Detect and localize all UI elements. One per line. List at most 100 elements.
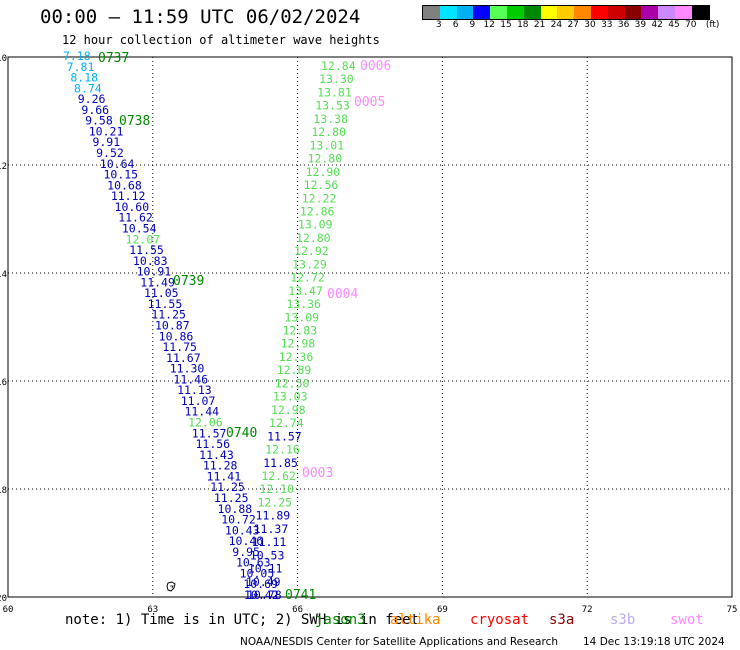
swh-value: 9.91 [92,135,120,149]
swh-value: 11.37 [254,522,289,536]
longitude-label: 60 [3,605,14,615]
swh-value: 10.69 [243,577,278,591]
swh-value: 10.64 [100,157,135,171]
swh-value: 11.12 [111,189,146,203]
swh-value: 11.57 [267,429,302,443]
colorbar-swatch [490,6,507,19]
swh-value: 12.36 [279,350,314,364]
swh-value: 11.67 [166,351,201,365]
swh-value: 7.18 [63,49,91,63]
swh-value: 10.86 [159,329,194,343]
swh-value: 12.80 [308,152,343,166]
colorbar-tick: (ft) [705,20,720,30]
colorbar-swatch [624,6,642,19]
swh-value: 11.30 [170,362,205,376]
colorbar-swatch [607,6,625,19]
colorbar-swatch [423,6,440,19]
swh-value: 10.88 [218,502,253,516]
colorbar-swatch [658,6,675,19]
swh-value: 13.53 [315,99,350,113]
longitude-label: 75 [727,605,738,615]
pass-time-label: 0741 [285,588,316,603]
swh-value: 12.86 [300,204,335,218]
swh-value: 11.49 [140,275,175,289]
longitude-label: 66 [292,605,303,615]
swh-value: 10.21 [89,124,124,138]
swh-value: 10.49 [246,575,281,589]
swh-value: 11.89 [256,509,291,523]
latitude-label: -12 [0,162,7,172]
colorbar-tick: 21 [533,20,546,30]
swh-value: 10.11 [248,562,283,576]
generated-timestamp: 14 Dec 13:19:18 UTC 2024 [583,636,725,648]
swh-value: 11.25 [151,308,186,322]
pass-time-label: 0738 [119,114,150,129]
colorbar-tick: 18 [517,20,529,30]
colorbar-swatch [674,6,692,19]
swh-value: 12.92 [294,244,329,258]
swh-value: 11.62 [118,211,153,225]
colorbar-tick: 70 [685,20,697,30]
swh-value: 10.83 [133,254,168,268]
credit-text: NOAA/NESDIS Center for Satellite Applica… [240,636,558,648]
pass-time-label: 0737 [98,51,129,66]
swh-value: 10.53 [250,548,285,562]
satellite-legend-item: swot [670,612,704,628]
swh-value: 12.62 [261,469,296,483]
pass-time-label: 0005 [354,95,385,110]
pass-time-label: 0006 [360,59,391,74]
swh-value: 10.60 [115,200,150,214]
swh-value: 10.87 [155,319,190,333]
pass-time-label: 0739 [173,274,204,289]
swh-value: 11.43 [199,448,234,462]
swh-value: 9.95 [232,545,260,559]
colorbar-swatch [641,6,659,19]
swh-value: 9.58 [85,114,113,128]
colorbar-swatch [540,6,558,19]
island-outline [170,585,174,589]
swh-value: 13.36 [286,297,321,311]
swh-value: 10.05 [240,566,275,580]
swh-value: 10.42 [244,588,279,602]
pass-time-label: 0004 [327,287,358,302]
colorbar-tick: 45 [668,20,680,30]
swh-value: 10.46 [229,534,264,548]
swh-value: 12.80 [311,125,346,139]
swh-value: 12.98 [271,403,306,417]
swh-value: 7.81 [67,60,95,74]
colorbar-tick: 9 [469,20,476,30]
swh-value: 8.74 [74,81,102,95]
colorbar-swatch [590,6,608,19]
swh-value: 11.05 [144,286,179,300]
swh-value: 10.78 [247,588,282,602]
swh-value: 13.01 [309,138,344,152]
swh-value: 9.66 [81,103,109,117]
colorbar-swatch [523,6,541,19]
swh-value: 13.09 [284,310,319,324]
swh-value: 10.72 [221,513,256,527]
pass-time-label: 0003 [302,466,333,481]
swh-value: 13.09 [298,218,333,232]
swh-value: 11.44 [184,405,219,419]
swh-value: 13.47 [288,284,323,298]
swh-value: 12.22 [302,191,337,205]
satellite-legend-item: jason3 [315,612,366,628]
colorbar-tick: 12 [483,20,495,30]
colorbar-tick: 30 [584,20,596,30]
swh-value: 12.80 [296,231,331,245]
map-subtitle: 12 hour collection of altimeter wave hei… [62,33,380,47]
satellite-legend-item: cryosat [470,612,530,628]
latitude-label: -16 [0,378,7,388]
swh-value: 12.83 [283,324,318,338]
longitude-label: 72 [582,605,593,615]
colorbar-tick: 6 [452,20,459,30]
longitude-label: 63 [147,605,158,615]
colorbar-tick-labels: 3 6 9 12 15 18 21 24 27 30 33 36 39 42 45 70 (ft) [422,20,740,32]
swh-value: 12.10 [259,482,294,496]
satellite-legend-item: s3b [610,612,636,628]
latitude-label: -10 [0,54,7,64]
colorbar-swatch [574,6,591,19]
colorbar-swatch [439,6,457,19]
colorbar-tick: 15 [500,20,512,30]
